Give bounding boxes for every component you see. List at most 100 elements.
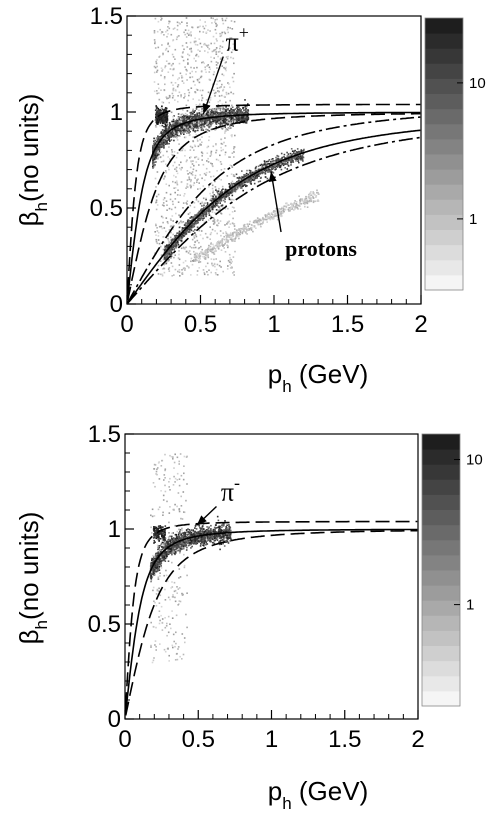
density-point [205, 71, 207, 73]
density-point [155, 140, 158, 143]
density-point [298, 157, 300, 160]
density-point [174, 82, 177, 84]
density-point [199, 187, 201, 190]
density-point [206, 160, 208, 162]
density-point [237, 115, 239, 118]
density-point [177, 118, 179, 120]
density-point [160, 150, 162, 153]
density-point [166, 150, 168, 153]
density-point [169, 198, 172, 201]
density-point [233, 271, 235, 273]
density-point [233, 225, 236, 227]
density-point [224, 132, 226, 134]
density-point [154, 177, 157, 180]
density-point [164, 65, 167, 67]
density-point [167, 166, 170, 169]
density-point [154, 142, 156, 144]
density-point [232, 256, 235, 258]
density-point [176, 36, 179, 38]
density-point [231, 76, 234, 79]
density-point [240, 118, 242, 121]
density-point [198, 99, 200, 101]
density-point [162, 116, 165, 119]
density-point [155, 105, 157, 107]
density-point [188, 178, 191, 181]
density-point [211, 262, 213, 265]
density-point [212, 243, 214, 246]
density-point [201, 89, 204, 92]
density-point [223, 110, 225, 112]
density-point [185, 225, 187, 228]
density-point [209, 233, 212, 236]
density-point [196, 89, 199, 91]
density-point [176, 130, 178, 132]
density-point [195, 116, 197, 118]
density-point [154, 66, 157, 69]
density-point [165, 60, 168, 62]
density-point [233, 274, 235, 276]
density-point [163, 120, 165, 123]
density-point [185, 202, 188, 204]
density-point [215, 32, 218, 35]
density-point [217, 55, 219, 58]
density-point [230, 37, 233, 39]
density-point [159, 137, 161, 140]
density-point [239, 113, 242, 115]
density-point [215, 47, 218, 49]
density-point [197, 116, 200, 118]
density-point [209, 96, 212, 99]
density-point [179, 232, 181, 234]
density-point [204, 202, 206, 204]
density-point [297, 160, 299, 162]
density-point [179, 129, 182, 132]
density-point [193, 111, 195, 114]
density-point [153, 81, 156, 83]
density-point [188, 176, 190, 178]
density-point [189, 253, 192, 255]
density-point [207, 210, 210, 212]
density-point [230, 266, 233, 268]
density-point [215, 268, 218, 271]
density-point [212, 175, 215, 178]
density-point [230, 56, 232, 59]
density-point [186, 159, 188, 161]
density-point [184, 119, 187, 122]
density-point [164, 140, 166, 142]
density-point [216, 170, 218, 172]
density-point [232, 92, 235, 95]
density-point [158, 92, 160, 94]
density-point [165, 119, 167, 122]
density-point [166, 244, 168, 246]
density-point [286, 161, 289, 164]
density-point [197, 157, 200, 160]
density-point [223, 235, 225, 238]
density-point [228, 183, 230, 185]
density-point [163, 89, 166, 91]
density-point [176, 134, 179, 137]
density-point [205, 212, 208, 214]
density-point [275, 165, 278, 167]
density-point [212, 108, 214, 111]
density-point [197, 200, 200, 203]
density-point [231, 190, 234, 192]
density-point [231, 180, 234, 183]
density-point [261, 172, 264, 175]
density-point [219, 35, 222, 38]
density-point [211, 22, 213, 24]
density-point [224, 201, 226, 203]
density-point [220, 142, 223, 145]
density-point [214, 230, 216, 232]
density-point [256, 173, 259, 175]
density-point [228, 111, 230, 114]
density-point [153, 30, 156, 32]
density-point [187, 116, 190, 118]
density-point [199, 19, 201, 21]
density-point [172, 180, 174, 183]
density-point [188, 129, 190, 131]
density-point [209, 155, 212, 157]
density-point [209, 99, 212, 101]
density-point [244, 184, 247, 186]
density-point [221, 206, 224, 208]
density-point [194, 156, 196, 159]
density-point [197, 127, 200, 129]
